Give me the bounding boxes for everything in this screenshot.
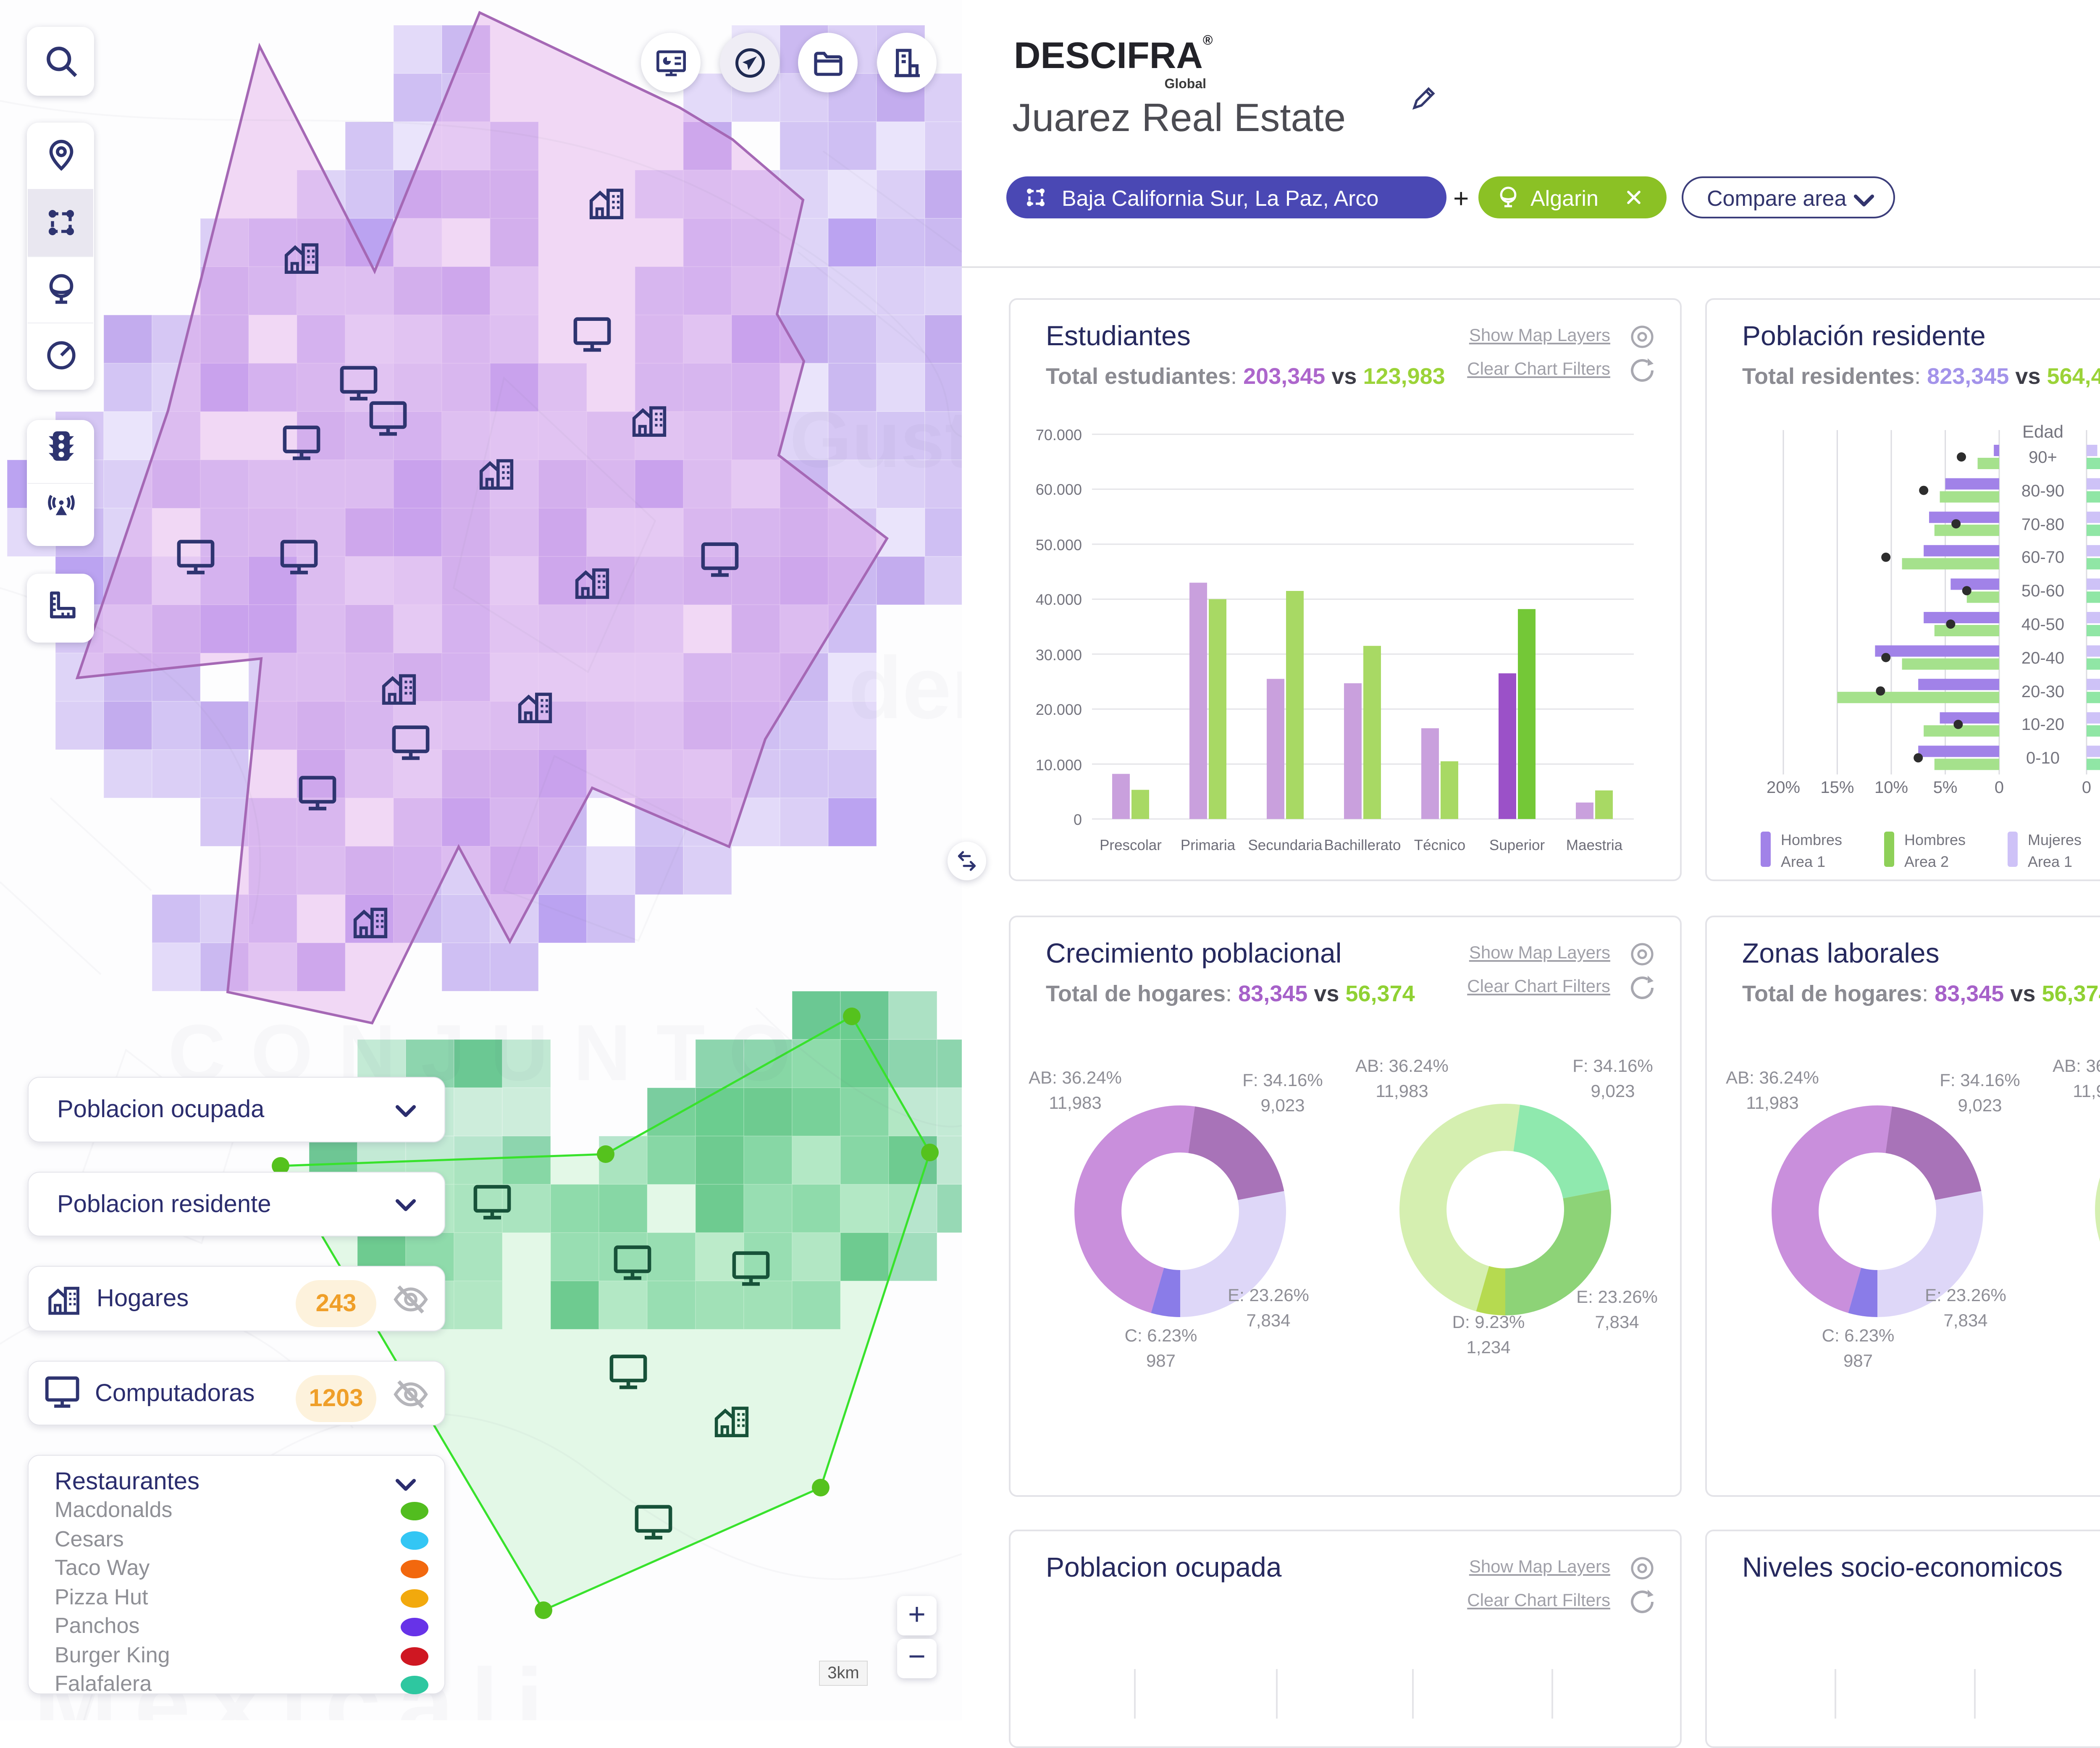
svg-text:80-90: 80-90 [2021, 482, 2064, 500]
svg-text:90+: 90+ [2029, 448, 2057, 467]
svg-text:Hombres: Hombres [1781, 831, 1842, 848]
svg-text:D: 9.23%: D: 9.23% [1452, 1312, 1525, 1332]
svg-text:Hombres: Hombres [1904, 831, 1966, 848]
svg-text:40-50: 40-50 [2021, 615, 2064, 634]
svg-text:30.000: 30.000 [1036, 646, 1082, 664]
svg-text:50.000: 50.000 [1036, 536, 1082, 554]
svg-text:Maestria: Maestria [1566, 837, 1623, 853]
svg-text:Mujeres: Mujeres [2028, 831, 2082, 848]
svg-text:60-70: 60-70 [2021, 548, 2064, 567]
svg-text:60.000: 60.000 [1036, 481, 1082, 498]
svg-text:20%: 20% [1767, 778, 1800, 797]
svg-text:1,234: 1,234 [1466, 1337, 1510, 1357]
svg-text:AB: 36.24%: AB: 36.24% [1726, 1068, 1819, 1087]
svg-text:7,834: 7,834 [1246, 1310, 1290, 1330]
svg-text:E: 23.26%: E: 23.26% [1925, 1285, 2006, 1305]
svg-text:7,834: 7,834 [1943, 1310, 1987, 1330]
svg-text:70.000: 70.000 [1036, 426, 1082, 444]
svg-text:Edad: Edad [2022, 422, 2063, 441]
svg-text:Area 1: Area 1 [2028, 853, 2072, 870]
svg-text:Prescolar: Prescolar [1100, 837, 1162, 853]
svg-text:5%: 5% [1933, 778, 1958, 797]
svg-text:20-40: 20-40 [2021, 649, 2064, 667]
svg-text:15%: 15% [1820, 778, 1854, 797]
svg-text:Area 1: Area 1 [1781, 853, 1825, 870]
svg-text:11,983: 11,983 [2073, 1081, 2100, 1101]
svg-text:11,983: 11,983 [1376, 1081, 1428, 1101]
svg-text:11,983: 11,983 [1746, 1093, 1798, 1113]
svg-text:AB: 36.24%: AB: 36.24% [1355, 1056, 1449, 1076]
svg-text:0: 0 [2082, 778, 2091, 797]
svg-text:20.000: 20.000 [1036, 701, 1082, 718]
svg-text:9,023: 9,023 [1260, 1095, 1305, 1115]
svg-text:C: 6.23%: C: 6.23% [1822, 1325, 1895, 1345]
svg-text:E: 23.26%: E: 23.26% [1228, 1285, 1309, 1305]
svg-text:50-60: 50-60 [2021, 582, 2064, 600]
svg-text:20-30: 20-30 [2021, 682, 2064, 701]
svg-text:F: 34.16%: F: 34.16% [1940, 1070, 2020, 1090]
svg-text:7,834: 7,834 [1595, 1312, 1639, 1332]
svg-text:AB: 36.24%: AB: 36.24% [1029, 1068, 1122, 1087]
svg-text:70-80: 70-80 [2021, 515, 2064, 534]
svg-text:AB: 36.24%: AB: 36.24% [2053, 1056, 2100, 1076]
svg-text:11,983: 11,983 [1049, 1093, 1101, 1113]
svg-text:0: 0 [1995, 778, 2004, 797]
svg-text:9,023: 9,023 [1958, 1095, 2002, 1115]
svg-text:10.000: 10.000 [1036, 756, 1082, 774]
svg-text:C: 6.23%: C: 6.23% [1125, 1325, 1197, 1345]
svg-text:10-20: 10-20 [2021, 715, 2064, 734]
svg-text:0-10: 0-10 [2026, 749, 2060, 767]
svg-text:F: 34.16%: F: 34.16% [1572, 1056, 1653, 1076]
svg-text:Bachillerato: Bachillerato [1324, 837, 1401, 853]
svg-text:987: 987 [1843, 1351, 1873, 1370]
svg-text:Primaria: Primaria [1181, 837, 1236, 853]
svg-text:10%: 10% [1874, 778, 1908, 797]
svg-text:987: 987 [1146, 1351, 1176, 1370]
svg-text:Secundaria: Secundaria [1248, 837, 1323, 853]
svg-text:F: 34.16%: F: 34.16% [1242, 1070, 1323, 1090]
svg-text:9,023: 9,023 [1591, 1081, 1635, 1101]
svg-text:Superior: Superior [1489, 837, 1545, 853]
svg-text:Area 2: Area 2 [1904, 853, 1949, 870]
svg-text:40.000: 40.000 [1036, 591, 1082, 608]
svg-text:Técnico: Técnico [1414, 837, 1466, 853]
svg-text:E: 23.26%: E: 23.26% [1576, 1287, 1658, 1307]
svg-text:0: 0 [1074, 811, 1082, 828]
